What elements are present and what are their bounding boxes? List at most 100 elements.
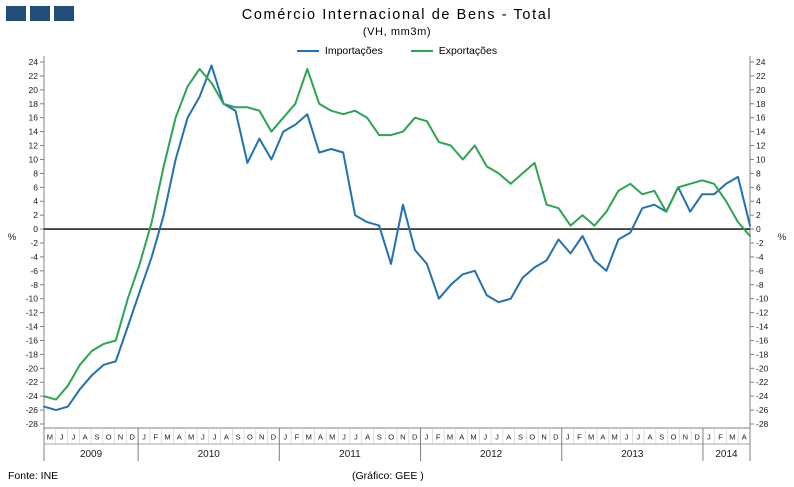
y-axis-label-left: 20: [29, 85, 39, 95]
y-axis-label-left: 18: [29, 99, 39, 109]
logo-square: [30, 6, 50, 21]
year-label: 2009: [80, 449, 103, 460]
month-label: M: [729, 433, 735, 442]
source-note: Fonte: INE: [8, 470, 59, 482]
y-axis-label-right: -24: [756, 391, 769, 401]
month-label: J: [425, 433, 429, 442]
y-axis-label-right: -8: [756, 280, 764, 290]
y-axis-unit-left: %: [8, 232, 17, 243]
month-label: J: [283, 433, 287, 442]
y-axis-label-left: 16: [29, 113, 39, 123]
month-label: F: [295, 433, 300, 442]
y-axis-label-left: 24: [29, 57, 39, 67]
legend: Importações Exportações: [0, 45, 794, 57]
y-axis-label-left: -16: [26, 335, 39, 345]
chart-title: Comércio Internacional de Bens - Total: [241, 7, 553, 23]
y-axis-label-left: -2: [30, 238, 38, 248]
month-label: M: [188, 433, 194, 442]
y-axis-label-left: -4: [30, 252, 38, 262]
legend-item-exportacoes: Exportações: [410, 45, 498, 57]
logo: [6, 6, 74, 21]
logo-square: [54, 6, 74, 21]
y-axis-label-left: 10: [29, 154, 39, 164]
y-axis-label-left: 6: [33, 182, 38, 192]
month-label: J: [201, 433, 205, 442]
y-axis-unit-right: %: [778, 232, 787, 243]
y-axis-label-right: -2: [756, 238, 764, 248]
y-axis-label-right: -14: [756, 322, 769, 332]
y-axis-label-right: -12: [756, 308, 769, 318]
month-label: A: [506, 433, 511, 442]
month-label: D: [130, 433, 136, 442]
month-label: N: [400, 433, 405, 442]
month-label: S: [659, 433, 664, 442]
month-label: J: [566, 433, 570, 442]
month-label: A: [742, 433, 747, 442]
month-label: O: [671, 433, 677, 442]
legend-line-swatch-exportacoes: [410, 50, 433, 52]
month-label: J: [72, 433, 76, 442]
y-axis-label-right: -6: [756, 266, 764, 276]
series-line-exportações: [43, 68, 751, 401]
month-label: J: [60, 433, 64, 442]
month-label: M: [329, 433, 335, 442]
month-label: J: [636, 433, 640, 442]
y-axis-label-left: 8: [33, 168, 38, 178]
y-axis-label-right: 12: [756, 141, 766, 151]
month-label: J: [142, 433, 146, 442]
month-label: J: [495, 433, 499, 442]
logo-square: [6, 6, 26, 21]
month-label: S: [236, 433, 241, 442]
y-axis-label-right: -20: [756, 363, 769, 373]
y-axis-label-right: 16: [756, 113, 766, 123]
y-axis-label-left: -28: [26, 419, 39, 429]
y-axis-label-left: -18: [26, 349, 39, 359]
y-axis-label-right: -22: [756, 377, 769, 387]
y-axis-label-right: -10: [756, 294, 769, 304]
year-label: 2014: [715, 449, 738, 460]
year-label: 2010: [198, 449, 221, 460]
y-axis-label-left: -8: [30, 280, 38, 290]
month-label: J: [213, 433, 217, 442]
month-label: M: [612, 433, 618, 442]
month-label: A: [459, 433, 464, 442]
y-axis-label-left: 22: [29, 71, 39, 81]
month-label: S: [94, 433, 99, 442]
month-label: M: [306, 433, 312, 442]
month-label: S: [377, 433, 382, 442]
y-axis-label-right: 20: [756, 85, 766, 95]
month-label: J: [707, 433, 711, 442]
month-label: O: [247, 433, 253, 442]
y-axis-label-right: 22: [756, 71, 766, 81]
month-label: D: [412, 433, 418, 442]
y-axis-label-right: -16: [756, 335, 769, 345]
month-label: A: [365, 433, 370, 442]
y-axis-label-left: 0: [33, 224, 38, 234]
y-axis-label-left: -26: [26, 405, 39, 415]
y-axis-label-right: 8: [756, 168, 761, 178]
month-label: O: [529, 433, 535, 442]
month-label: A: [224, 433, 229, 442]
month-label: J: [483, 433, 487, 442]
y-axis-label-left: -14: [26, 322, 39, 332]
y-axis-label-right: 4: [756, 196, 761, 206]
month-label: S: [518, 433, 523, 442]
month-label: N: [118, 433, 123, 442]
y-axis-label-left: 12: [29, 141, 39, 151]
month-label: J: [625, 433, 629, 442]
y-axis-label-left: 4: [33, 196, 38, 206]
y-axis-label-right: -4: [756, 252, 764, 262]
y-axis-label-right: 10: [756, 154, 766, 164]
month-label: M: [47, 433, 53, 442]
y-axis-label-right: 2: [756, 210, 761, 220]
year-label: 2013: [621, 449, 644, 460]
y-axis-label-right: -28: [756, 419, 769, 429]
legend-label-exportacoes: Exportações: [438, 45, 498, 57]
year-label: 2011: [339, 449, 361, 460]
y-axis-label-left: -12: [26, 308, 39, 318]
month-label: J: [342, 433, 346, 442]
month-label: F: [153, 433, 158, 442]
month-label: F: [718, 433, 723, 442]
month-label: F: [577, 433, 582, 442]
